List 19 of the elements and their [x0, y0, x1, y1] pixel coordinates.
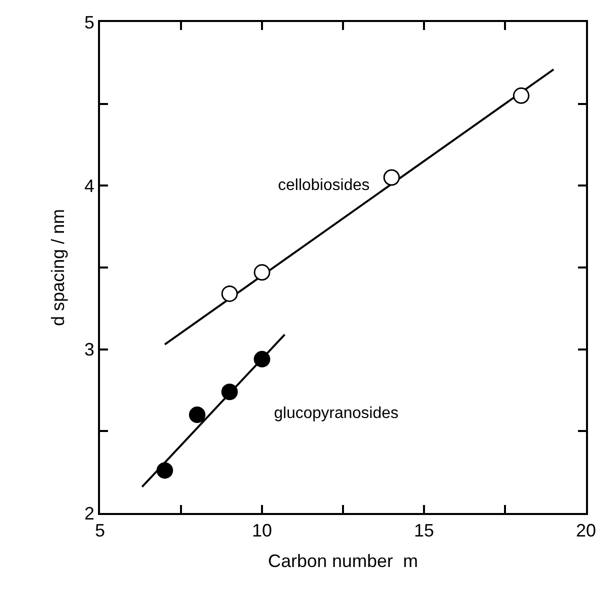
y-axis-title: d spacing / nm — [48, 208, 68, 326]
point — [254, 264, 270, 281]
point — [221, 384, 238, 400]
x-tick-label: 10 — [252, 520, 272, 541]
point — [221, 285, 238, 302]
y-tick-label: 3 — [84, 340, 94, 360]
point — [254, 350, 270, 368]
text: glucopyranosides — [274, 405, 399, 422]
series-label: cellobiosides — [278, 177, 370, 194]
x-tick-label: 20 — [576, 520, 596, 541]
point — [188, 406, 206, 424]
y-tick-label: 4 — [84, 176, 94, 196]
x-axis-title: Carbon number m — [268, 551, 418, 572]
point — [156, 462, 174, 479]
point — [383, 169, 400, 186]
point — [512, 87, 530, 104]
x-tick-label: 15 — [414, 520, 434, 541]
y-tick-label: 5 — [84, 12, 94, 32]
y-tick-label: 2 — [84, 503, 94, 524]
